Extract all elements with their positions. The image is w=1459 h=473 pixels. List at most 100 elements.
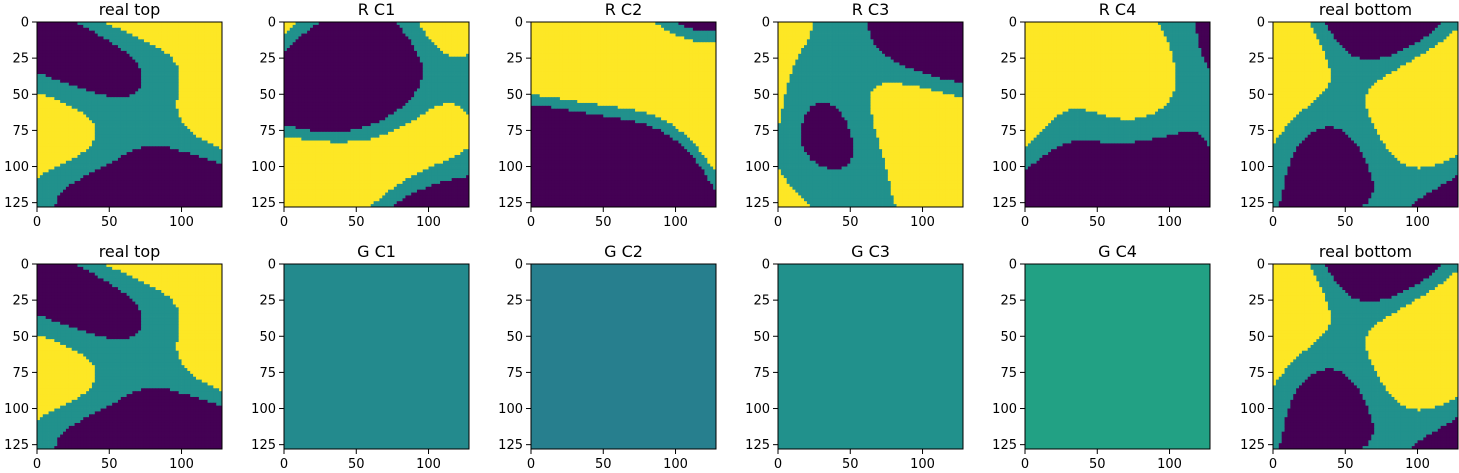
heatmap-cell — [440, 24, 444, 29]
heatmap-cell — [207, 175, 211, 179]
heatmap-cell — [402, 22, 406, 26]
heatmap-cell — [94, 65, 99, 69]
heatmap-cell — [143, 140, 148, 144]
heatmap-cell — [45, 157, 49, 162]
heatmap-cell — [437, 22, 441, 26]
heatmap-cell — [65, 45, 70, 49]
heatmap-cell — [195, 114, 200, 118]
heatmap-cell — [103, 45, 107, 49]
heatmap-cell — [132, 91, 136, 95]
heatmap-cell — [315, 53, 320, 58]
heatmap-cell — [419, 48, 424, 52]
heatmap-cell — [190, 111, 194, 115]
heatmap-cell — [184, 204, 188, 208]
heatmap-cell — [39, 76, 44, 81]
heatmap-cell — [68, 152, 73, 156]
heatmap-cell — [129, 45, 133, 49]
heatmap-cell — [158, 126, 162, 130]
heatmap-cell — [103, 100, 107, 104]
heatmap-cell — [411, 30, 415, 34]
heatmap-cell — [187, 146, 191, 150]
heatmap-cell — [178, 172, 182, 176]
heatmap-cell — [39, 120, 44, 124]
heatmap-cell — [327, 50, 331, 55]
heatmap-cell — [204, 91, 208, 95]
heatmap-cell — [405, 56, 409, 60]
heatmap-cell — [376, 53, 380, 58]
heatmap-cell — [216, 48, 220, 52]
heatmap-cell — [126, 204, 130, 208]
heatmap-cell — [120, 204, 125, 208]
heatmap-cell — [155, 59, 159, 63]
heatmap-cell — [123, 137, 128, 141]
heatmap-cell — [158, 53, 162, 58]
heatmap-cell — [204, 97, 208, 101]
heatmap-cell — [117, 56, 122, 60]
heatmap-cell — [71, 22, 75, 26]
heatmap-cell — [175, 33, 180, 37]
heatmap-cell — [362, 33, 366, 37]
heatmap-cell — [204, 42, 208, 46]
heatmap-cell — [315, 56, 320, 60]
heatmap-cell — [164, 59, 168, 63]
heatmap-cell — [112, 123, 116, 127]
heatmap-cell — [45, 50, 49, 55]
heatmap-cell — [60, 100, 64, 104]
heatmap-cell — [364, 24, 369, 29]
heatmap-cell — [89, 45, 93, 49]
heatmap-cell — [414, 22, 418, 26]
heatmap-cell — [164, 175, 168, 179]
heatmap-cell — [42, 146, 47, 150]
heatmap-cell — [149, 76, 154, 81]
heatmap-cell — [193, 137, 197, 141]
heatmap-cell — [399, 42, 403, 46]
heatmap-cell — [45, 59, 49, 63]
heatmap-cell — [65, 186, 70, 191]
heatmap-cell — [68, 160, 73, 165]
heatmap-cell — [219, 180, 223, 185]
heatmap-cell — [195, 102, 200, 107]
heatmap-cell — [94, 24, 99, 29]
heatmap-cell — [216, 163, 220, 167]
heatmap-cell — [117, 175, 122, 179]
heatmap-cell — [77, 128, 81, 133]
heatmap-cell — [51, 76, 55, 81]
heatmap-cell — [42, 180, 47, 185]
heatmap-cell — [120, 172, 125, 176]
heatmap-cell — [97, 56, 101, 60]
heatmap-cell — [210, 152, 214, 156]
heatmap-cell — [57, 166, 61, 170]
heatmap-cell — [71, 56, 75, 60]
heatmap-cell — [68, 198, 73, 202]
heatmap-cell — [201, 33, 206, 37]
heatmap-cell — [65, 76, 70, 81]
heatmap-cell — [80, 53, 84, 58]
heatmap-cell — [167, 160, 171, 165]
heatmap-cell — [54, 128, 58, 133]
heatmap-cell — [94, 134, 99, 139]
heatmap-cell — [167, 154, 171, 159]
heatmap-cell — [103, 42, 107, 46]
heatmap-cell — [126, 76, 130, 81]
heatmap-cell — [167, 146, 171, 150]
heatmap-cell — [193, 183, 197, 188]
heatmap-cell — [60, 189, 64, 193]
heatmap-cell — [158, 117, 162, 121]
heatmap-cell — [71, 195, 75, 199]
heatmap-cell — [195, 74, 200, 78]
heatmap-cell — [146, 175, 151, 179]
heatmap-cell — [138, 189, 142, 193]
heatmap-cell — [198, 111, 203, 115]
heatmap-cell — [120, 100, 125, 104]
heatmap-cell — [42, 163, 47, 167]
heatmap-cell — [167, 24, 171, 29]
heatmap-cell — [146, 152, 151, 156]
heatmap-cell — [109, 143, 113, 147]
heatmap-cell — [126, 140, 130, 144]
heatmap-cell — [201, 71, 206, 75]
heatmap-cell — [74, 82, 78, 86]
heatmap-cell — [146, 180, 151, 185]
heatmap-cell — [37, 126, 41, 130]
heatmap-cell — [304, 33, 308, 37]
heatmap-cell — [68, 74, 73, 78]
